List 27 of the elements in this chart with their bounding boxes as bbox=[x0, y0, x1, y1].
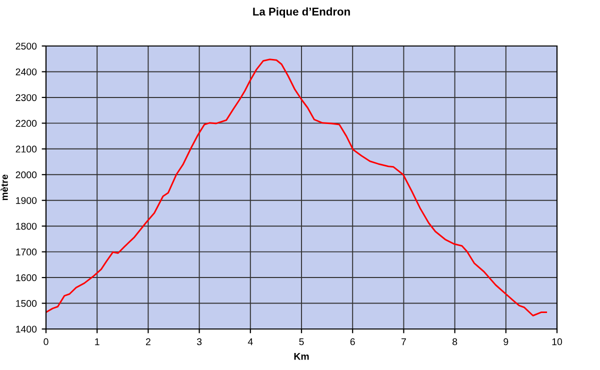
y-tick-label: 2400 bbox=[16, 68, 37, 76]
y-tick-label: 1500 bbox=[16, 300, 37, 307]
line-series bbox=[46, 58, 548, 316]
x-tick-label: 8 bbox=[452, 338, 458, 346]
x-tick-label: 6 bbox=[350, 338, 355, 346]
x-tick-label: 0 bbox=[44, 338, 48, 346]
x-tick-label: 7 bbox=[401, 338, 406, 346]
y-axis-title: mètre bbox=[0, 174, 8, 200]
y-tick-label: 2300 bbox=[16, 94, 37, 102]
y-tick-label: 2000 bbox=[16, 171, 37, 178]
y-tick-label: 2100 bbox=[16, 146, 37, 153]
x-tick-label: 5 bbox=[299, 338, 304, 346]
y-tick-label: 1700 bbox=[16, 248, 37, 256]
y-tick-label: 2500 bbox=[16, 42, 37, 50]
x-tick-label: 2 bbox=[146, 338, 150, 346]
x-tick-label: 10 bbox=[552, 338, 562, 346]
x-tick-label: 9 bbox=[504, 338, 508, 346]
y-tick-label: 1800 bbox=[16, 222, 37, 230]
y-tick-label: 1400 bbox=[16, 326, 37, 333]
x-tick-label: 3 bbox=[196, 338, 202, 346]
y-tick-label: 2200 bbox=[16, 120, 37, 127]
y-tick-label: 1900 bbox=[16, 197, 37, 204]
x-tick-label: 4 bbox=[248, 338, 253, 346]
chart-title: La Pique d’Endron bbox=[253, 7, 350, 18]
x-tick-label: 1 bbox=[95, 338, 100, 346]
y-tick-label: 1600 bbox=[16, 274, 37, 282]
x-axis-title: Km bbox=[294, 353, 309, 360]
